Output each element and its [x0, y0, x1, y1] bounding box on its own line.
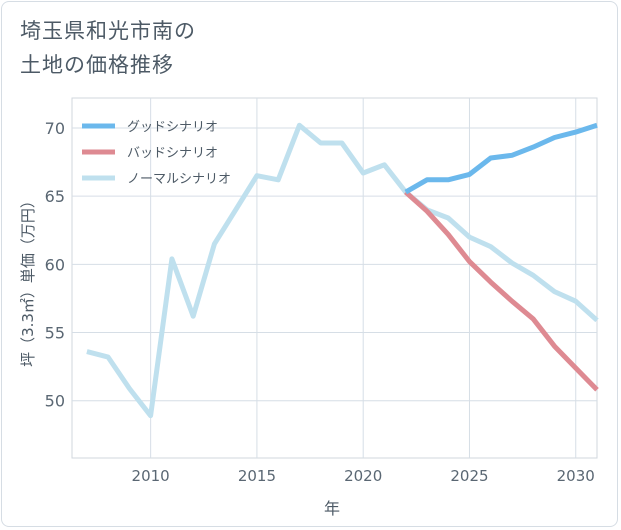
legend-label-1: バッドシナリオ: [127, 146, 218, 161]
x-tick-label: 2015: [238, 467, 276, 485]
page-title: 埼玉県和光市南の 土地の価格推移: [20, 14, 196, 82]
x-tick-label: 2010: [132, 467, 170, 485]
y-tick-label: 60: [45, 255, 65, 274]
legend-label-0: グッドシナリオ: [127, 120, 218, 135]
y-tick-label: 50: [45, 392, 65, 411]
grid: [72, 98, 597, 458]
title-line-1: 埼玉県和光市南の: [20, 19, 196, 43]
y-tick-label: 70: [45, 119, 65, 138]
series-lines: [86, 122, 599, 419]
title-line-2: 土地の価格推移: [20, 53, 174, 77]
y-tick-label: 65: [45, 187, 65, 206]
series-line-0: [404, 122, 598, 195]
series-line-2: [86, 122, 599, 419]
x-tick-label: 2030: [557, 467, 595, 485]
x-axis-label: 年: [324, 499, 340, 518]
x-tick-label: 2020: [344, 467, 382, 485]
x-tick-label: 2025: [450, 467, 488, 485]
legend-label-2: ノーマルシナリオ: [127, 172, 231, 187]
y-axis-label: 坪（3.3㎡）単価（万円）: [19, 193, 37, 367]
series-line-1: [404, 190, 599, 392]
tick-labels: 2010 2015 2020 2025 2030 50 55 60 65 70: [45, 119, 595, 485]
y-tick-label: 55: [45, 324, 65, 343]
